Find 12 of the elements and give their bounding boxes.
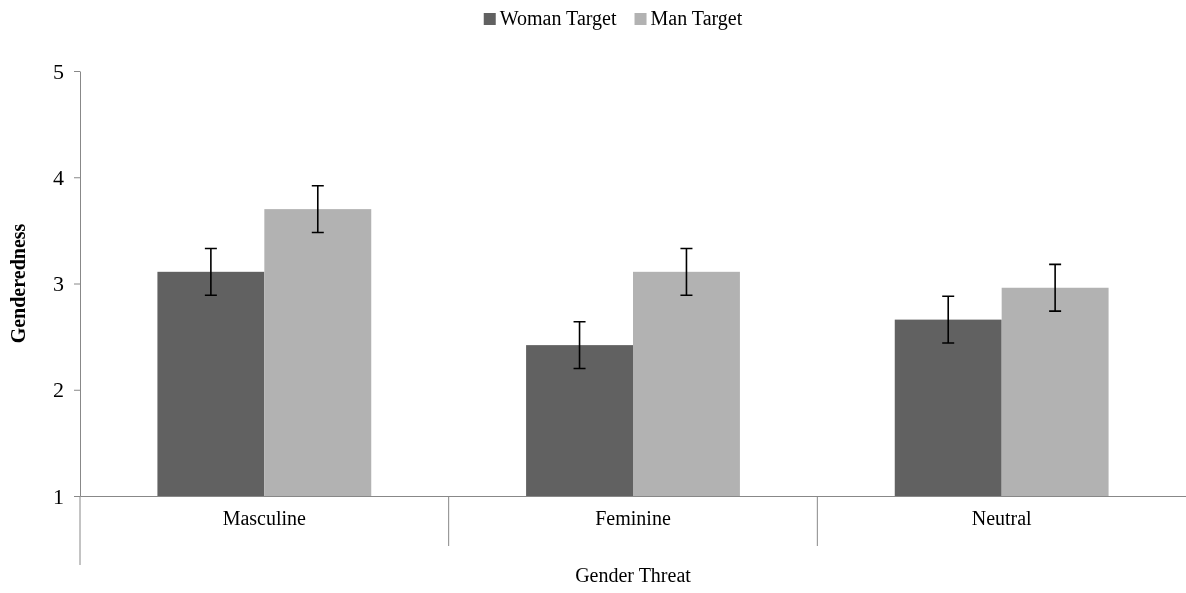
x-tick-label: Neutral <box>971 507 1033 529</box>
x-tick-label: Feminine <box>595 507 671 529</box>
y-tick-label: 2 <box>53 377 64 403</box>
y-axis-title: Genderedness <box>7 223 29 344</box>
y-tick-label: 4 <box>53 164 64 190</box>
legend-label: Man Target <box>650 7 743 30</box>
y-tick-label: 1 <box>53 483 64 509</box>
y-tick-label: 5 <box>53 58 64 84</box>
x-axis-title: Gender Threat <box>575 564 692 586</box>
legend-label: Woman Target <box>499 7 617 30</box>
x-tick-label: Masculine <box>222 507 307 529</box>
y-tick-label: 3 <box>53 271 64 297</box>
